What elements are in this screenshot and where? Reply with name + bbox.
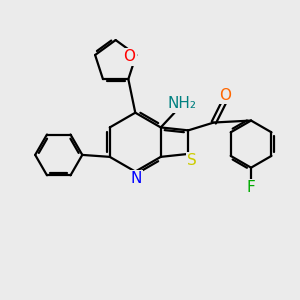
Text: S: S bbox=[187, 153, 197, 168]
Text: O: O bbox=[220, 88, 232, 103]
Text: N: N bbox=[130, 171, 142, 186]
Text: NH₂: NH₂ bbox=[168, 96, 197, 111]
Text: F: F bbox=[247, 180, 255, 195]
Text: O: O bbox=[123, 50, 135, 64]
